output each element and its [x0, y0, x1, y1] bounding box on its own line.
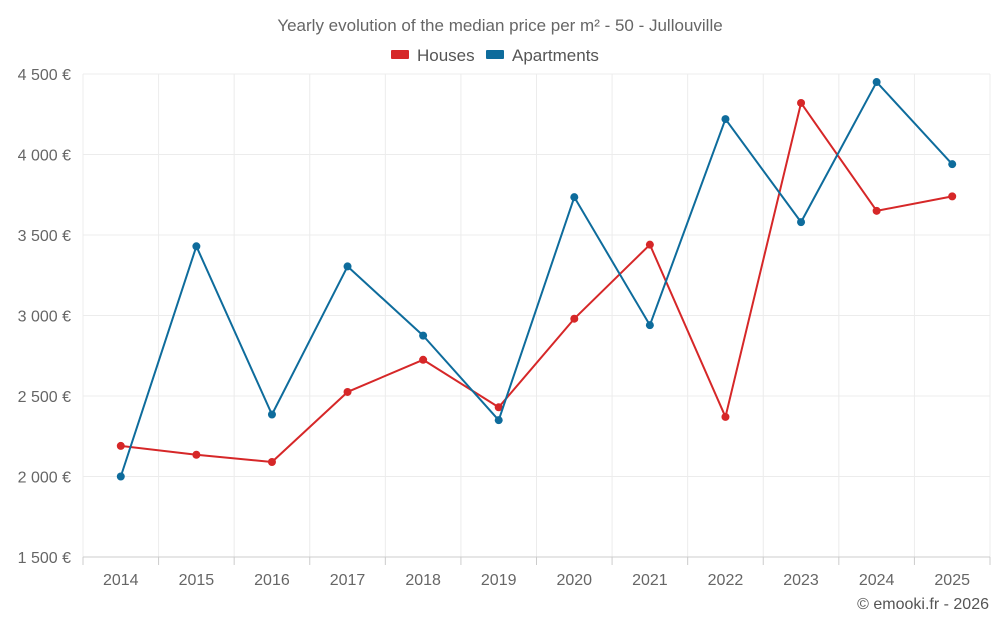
- data-point-apartments[interactable]: [419, 331, 428, 340]
- credit-text: © emooki.fr - 2026: [857, 596, 989, 613]
- y-tick-label: 4 000 €: [18, 148, 71, 165]
- data-point-apartments[interactable]: [343, 262, 352, 271]
- data-point-houses[interactable]: [570, 314, 579, 323]
- data-point-houses[interactable]: [721, 412, 730, 421]
- x-axis: 2014 2015 2016 2017 2018 2019 2020 2021 2022 2023…: [103, 572, 970, 589]
- y-tick-label: 3 000 €: [18, 309, 71, 326]
- grid: [82, 73, 991, 565]
- x-tick-label: 2016: [254, 572, 290, 589]
- data-point-apartments[interactable]: [192, 242, 201, 251]
- data-point-apartments[interactable]: [948, 160, 957, 169]
- data-point-apartments[interactable]: [494, 416, 503, 425]
- data-point-houses[interactable]: [797, 98, 806, 107]
- x-tick-label: 2015: [179, 572, 215, 589]
- x-tick-label: 2025: [934, 572, 970, 589]
- x-tick-label: 2023: [783, 572, 819, 589]
- y-tick-label: 2 500 €: [18, 389, 71, 406]
- data-point-houses[interactable]: [267, 458, 276, 467]
- data-point-apartments[interactable]: [645, 321, 654, 330]
- legend-swatch-houses: [391, 50, 409, 59]
- x-tick-label: 2014: [103, 572, 139, 589]
- series-group: [116, 78, 957, 481]
- x-tick-label: 2020: [556, 572, 592, 589]
- x-tick-label: 2019: [481, 572, 517, 589]
- data-point-apartments[interactable]: [267, 410, 276, 419]
- data-point-apartments[interactable]: [721, 115, 730, 124]
- data-point-houses[interactable]: [948, 192, 957, 201]
- y-tick-label: 1 500 €: [18, 550, 71, 567]
- data-point-houses[interactable]: [116, 441, 125, 450]
- legend-label-apartments[interactable]: Apartments: [512, 46, 599, 65]
- x-tick-label: 2022: [708, 572, 744, 589]
- data-point-apartments[interactable]: [116, 472, 125, 481]
- data-point-houses[interactable]: [419, 355, 428, 364]
- x-tick-label: 2017: [330, 572, 366, 589]
- series-line-houses: [120, 101, 953, 464]
- x-tick-label: 2024: [859, 572, 895, 589]
- data-point-houses[interactable]: [343, 387, 352, 396]
- chart-title: Yearly evolution of the median price per…: [277, 16, 722, 35]
- series-line-apartments: [119, 81, 953, 477]
- data-point-houses[interactable]: [192, 450, 201, 459]
- legend-swatch-apartments: [486, 50, 504, 59]
- legend: Houses Apartments: [391, 46, 599, 65]
- y-tick-label: 2 000 €: [18, 470, 71, 487]
- x-tick-label: 2018: [405, 572, 441, 589]
- data-point-apartments[interactable]: [872, 78, 881, 87]
- data-point-houses[interactable]: [494, 403, 503, 412]
- y-axis: 1 500 € 2 000 € 2 500 € 3 000 € 3 500 € 4 000…: [18, 67, 71, 567]
- data-point-houses[interactable]: [645, 240, 654, 249]
- y-tick-label: 3 500 €: [18, 228, 71, 245]
- data-point-apartments[interactable]: [570, 193, 579, 202]
- legend-label-houses[interactable]: Houses: [417, 46, 475, 65]
- y-tick-label: 4 500 €: [18, 67, 71, 84]
- data-point-houses[interactable]: [872, 206, 881, 215]
- x-tick-label: 2021: [632, 572, 668, 589]
- data-point-apartments[interactable]: [797, 218, 806, 227]
